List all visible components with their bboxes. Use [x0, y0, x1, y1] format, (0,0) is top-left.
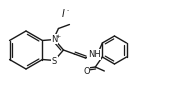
Text: +: + [55, 33, 61, 38]
Text: NH: NH [88, 50, 101, 59]
Text: -: - [67, 8, 69, 13]
Text: O: O [83, 67, 90, 75]
Text: I: I [62, 9, 64, 19]
Text: S: S [52, 57, 57, 65]
Text: N: N [51, 34, 58, 43]
